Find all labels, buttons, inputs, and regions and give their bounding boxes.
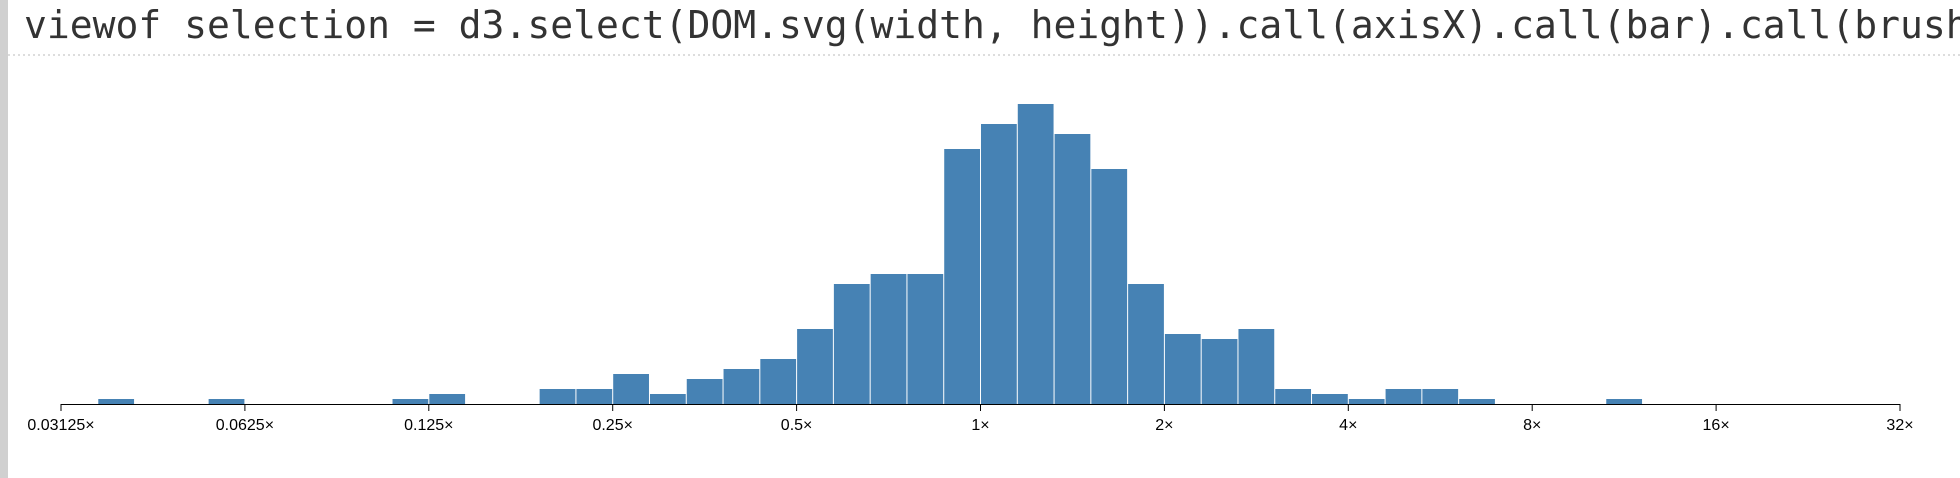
bar [907,274,944,404]
x-tick-label: 0.5× [781,417,813,434]
bar [98,399,135,404]
x-tick-label: 0.03125× [27,417,94,434]
bar [944,149,980,404]
code-line[interactable]: viewof selection = d3.select(DOM.svg(wid… [24,3,1960,47]
x-tick-label: 0.25× [592,417,632,434]
bar [1201,339,1238,404]
bar [833,284,870,404]
x-tick-label: 0.0625× [216,417,274,434]
bar [208,399,245,404]
bar [797,329,833,404]
bar [981,124,1017,404]
bar [1164,334,1201,404]
bar [1606,399,1643,404]
bar [1054,134,1091,404]
bar [1017,104,1054,404]
x-tick-label: 1× [971,417,989,434]
x-tick-label: 2× [1155,417,1173,434]
bar [649,394,686,404]
bar [392,399,429,404]
bar [1128,284,1164,404]
bar [1422,389,1459,404]
bar [539,389,576,404]
bar [613,374,649,404]
bar [1348,399,1385,404]
bar [576,389,613,404]
x-tick-label: 0.125× [404,417,453,434]
bar [870,274,907,404]
bar [1385,389,1422,404]
x-tick-label: 4× [1339,417,1357,434]
x-tick-label: 32× [1886,417,1913,434]
cell-gutter [0,0,8,478]
x-tick-label: 8× [1523,417,1541,434]
bar [1091,169,1128,404]
bar [760,359,797,404]
bar [1238,329,1275,404]
bar [429,394,466,404]
bar [723,369,760,404]
histogram[interactable]: 0.03125× 0.0625× 0.125× 0.25× 0.5× 1× 2× 4× 8× 16… [27,104,1914,434]
x-tick-label: 16× [1703,417,1730,434]
bar [1275,389,1312,404]
bar [686,379,723,404]
bar [1459,399,1495,404]
bar [1312,394,1348,404]
